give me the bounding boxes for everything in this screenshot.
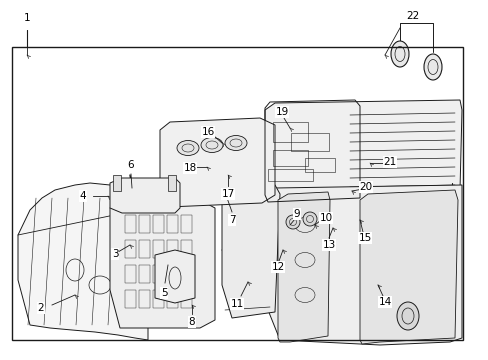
Bar	[153, 240, 163, 258]
Bar	[181, 265, 192, 283]
Text: 16: 16	[201, 127, 214, 137]
Bar	[113, 175, 121, 191]
Bar	[153, 215, 163, 233]
Text: 20: 20	[359, 182, 372, 192]
Bar	[139, 240, 150, 258]
Text: 2: 2	[38, 303, 44, 313]
Polygon shape	[18, 183, 148, 340]
Ellipse shape	[224, 135, 246, 150]
Polygon shape	[359, 190, 457, 344]
Text: 15: 15	[358, 233, 371, 243]
Bar	[181, 290, 192, 308]
Text: 1: 1	[23, 13, 30, 23]
Ellipse shape	[423, 54, 441, 80]
Bar	[139, 290, 150, 308]
Ellipse shape	[390, 41, 408, 67]
Polygon shape	[222, 185, 280, 318]
Bar	[153, 265, 163, 283]
Bar	[167, 290, 178, 308]
Text: 3: 3	[111, 249, 118, 259]
Circle shape	[303, 212, 316, 226]
Text: 8: 8	[188, 317, 195, 327]
Text: 22: 22	[406, 11, 419, 21]
Polygon shape	[267, 185, 461, 345]
Bar	[305, 158, 334, 172]
Text: 6: 6	[127, 160, 134, 170]
Text: 13: 13	[322, 240, 335, 250]
Polygon shape	[278, 192, 329, 342]
Text: 7: 7	[228, 215, 235, 225]
Bar	[139, 215, 150, 233]
Text: 21: 21	[383, 157, 396, 167]
Text: 10: 10	[319, 213, 332, 223]
Text: 19: 19	[275, 107, 288, 117]
Text: 18: 18	[183, 163, 196, 173]
Bar	[125, 240, 136, 258]
Text: 14: 14	[378, 297, 391, 307]
Text: 12: 12	[271, 262, 284, 272]
Bar	[290, 133, 328, 151]
Polygon shape	[110, 200, 215, 328]
Bar	[139, 265, 150, 283]
Bar	[12, 47, 462, 340]
Bar	[167, 215, 178, 233]
Bar	[181, 240, 192, 258]
Text: 9: 9	[293, 209, 300, 219]
Circle shape	[285, 215, 299, 229]
Polygon shape	[155, 250, 195, 303]
Bar	[167, 240, 178, 258]
Bar	[125, 265, 136, 283]
Text: 17: 17	[221, 189, 234, 199]
Polygon shape	[264, 100, 461, 202]
Ellipse shape	[177, 140, 199, 156]
Bar	[125, 215, 136, 233]
Text: 4: 4	[80, 191, 86, 201]
Bar	[272, 122, 307, 142]
Ellipse shape	[201, 138, 223, 153]
Bar	[272, 150, 307, 166]
Ellipse shape	[396, 302, 418, 330]
Bar	[267, 169, 312, 181]
Polygon shape	[110, 178, 180, 213]
Bar	[167, 265, 178, 283]
Bar	[153, 290, 163, 308]
Text: 11: 11	[230, 299, 243, 309]
Bar	[168, 175, 176, 191]
Bar	[181, 215, 192, 233]
Bar	[125, 290, 136, 308]
Text: 5: 5	[161, 288, 167, 298]
Polygon shape	[160, 118, 274, 207]
